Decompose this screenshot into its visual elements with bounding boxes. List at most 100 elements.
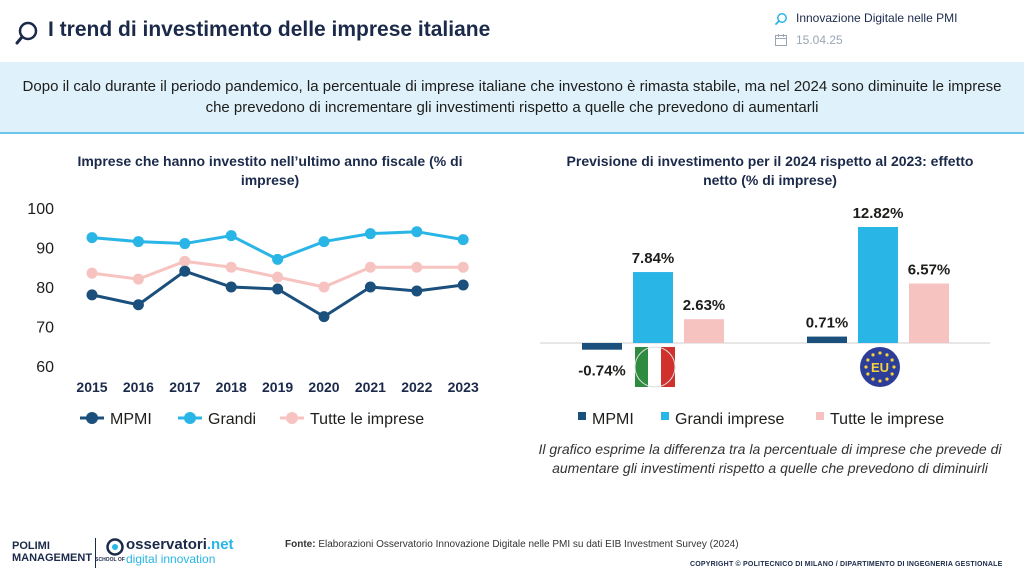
data-point	[86, 267, 98, 279]
line-chart: 100 90 80 70 60 2015 2016 2017 2018 2019 2020 2021…	[27, 201, 479, 428]
osservatori-logo-name: osservatori.net	[126, 536, 234, 553]
legend-swatch	[578, 412, 586, 420]
header-date: 15.04.25	[796, 33, 843, 47]
footer-source: Fonte: Elaborazioni Osservatorio Innovaz…	[285, 539, 739, 550]
data-point	[86, 289, 98, 301]
data-point	[86, 232, 98, 244]
data-point	[411, 261, 423, 273]
polimi-logo-school: SCHOOL OF	[95, 557, 125, 563]
x-tick-label: 2019	[262, 379, 293, 395]
y-tick-label: 60	[36, 359, 54, 376]
y-tick-label: 70	[36, 320, 54, 337]
polimi-logo-line1: POLIMI	[12, 540, 50, 552]
footer-source-label: Fonte:	[285, 539, 316, 550]
data-point	[318, 236, 330, 248]
legend-swatch	[661, 412, 669, 420]
data-point	[272, 253, 284, 265]
data-point	[225, 281, 237, 293]
chart-note: Il grafico esprime la differenza tra la …	[538, 441, 1002, 476]
data-point	[411, 226, 423, 238]
data-point	[457, 279, 469, 291]
flag-eu-star	[892, 365, 896, 369]
line-chart-title: Imprese che hanno investito nell’ultimo …	[77, 153, 463, 188]
y-tick-label: 100	[27, 201, 54, 218]
y-tick-label: 80	[36, 280, 54, 297]
flag-italy-border	[634, 346, 676, 388]
flag-eu-star	[864, 365, 868, 369]
data-point	[364, 228, 376, 240]
x-tick-label: 2023	[448, 379, 479, 395]
data-point	[132, 273, 144, 285]
data-point	[179, 265, 191, 277]
data-label: 6.57%	[908, 262, 951, 279]
data-point	[364, 281, 376, 293]
x-tick-label: 2018	[216, 379, 247, 395]
bar-tutte-le-imprese	[909, 283, 949, 343]
polimi-logo: POLIMI MANAGEMENT SCHOOL OF	[12, 540, 125, 566]
x-tick-label: 2020	[308, 379, 339, 395]
flag-eu-star	[871, 377, 875, 381]
flag-italy-red	[661, 347, 675, 387]
y-tick-label: 90	[36, 241, 54, 258]
data-point	[411, 285, 423, 297]
data-label: 2.63%	[683, 297, 726, 314]
calendar-icon	[775, 34, 787, 46]
logo-divider	[95, 538, 96, 568]
bar-mpmi	[807, 336, 847, 343]
data-point	[457, 261, 469, 273]
data-point	[318, 311, 330, 323]
flag-eu-star	[871, 353, 875, 357]
flag-eu-star	[885, 377, 889, 381]
data-label: 7.84%	[632, 250, 675, 267]
flag-eu-star	[885, 353, 889, 357]
data-point	[132, 236, 144, 248]
legend-label: Tutte le imprese	[310, 411, 424, 428]
x-tick-label: 2021	[355, 379, 386, 395]
bar-grandi-imprese	[858, 227, 898, 343]
data-point	[179, 255, 191, 267]
copyright: COPYRIGHT © POLITECNICO DI MILANO / DIPA…	[690, 561, 1003, 568]
data-point	[225, 261, 237, 273]
legend-label: Grandi	[208, 411, 256, 428]
flag-eu-label: EU	[871, 360, 889, 375]
data-point	[364, 261, 376, 273]
magnifier-icon	[15, 21, 38, 45]
legend-label: Tutte le imprese	[830, 411, 944, 428]
topic-search-icon	[775, 13, 787, 25]
x-tick-label: 2016	[123, 379, 154, 395]
oss-name-a: osservatori	[126, 536, 207, 553]
legend-label: Grandi imprese	[675, 411, 784, 428]
bar-tutte-le-imprese	[684, 319, 724, 343]
data-point	[225, 230, 237, 242]
legend-marker	[184, 412, 196, 424]
bar-grandi-imprese	[633, 272, 673, 343]
legend-label: MPMI	[110, 411, 152, 428]
x-tick-label: 2022	[401, 379, 432, 395]
oss-name-b: .net	[206, 536, 234, 553]
summary-banner: Dopo il calo durante il periodo pandemic…	[0, 62, 1024, 134]
osservatori-logo-sub: digital innovation	[126, 552, 216, 566]
data-label: -0.74%	[578, 363, 626, 380]
data-point	[132, 299, 144, 311]
flag-eu-star	[890, 372, 894, 376]
data-point	[457, 234, 469, 246]
x-tick-label: 2017	[169, 379, 200, 395]
legend-marker	[86, 412, 98, 424]
polimi-logo-line2: MANAGEMENT	[12, 552, 93, 564]
osservatori-logo-icon	[106, 538, 124, 556]
bar-chart-title: Previsione di investimento per il 2024 r…	[566, 153, 974, 188]
footer-source-text: Elaborazioni Osservatorio Innovazione Di…	[318, 539, 739, 550]
flag-eu-star	[878, 379, 882, 383]
header-topic: Innovazione Digitale nelle PMI	[796, 11, 958, 25]
flag-eu-star	[878, 351, 882, 355]
flag-eu-star	[890, 358, 894, 362]
bar-chart: -0.74% 0.71% 7.84% 12.82% 2.63% 6.57% EU MPMI…	[540, 205, 990, 428]
flag-eu-star	[866, 372, 870, 376]
flag-eu-star	[866, 358, 870, 362]
page-title: I trend di investimento delle imprese it…	[48, 18, 491, 41]
data-point	[272, 271, 284, 283]
legend-marker	[286, 412, 298, 424]
bar-mpmi	[582, 343, 622, 350]
data-point	[179, 238, 191, 250]
flag-italy-green	[635, 347, 649, 387]
